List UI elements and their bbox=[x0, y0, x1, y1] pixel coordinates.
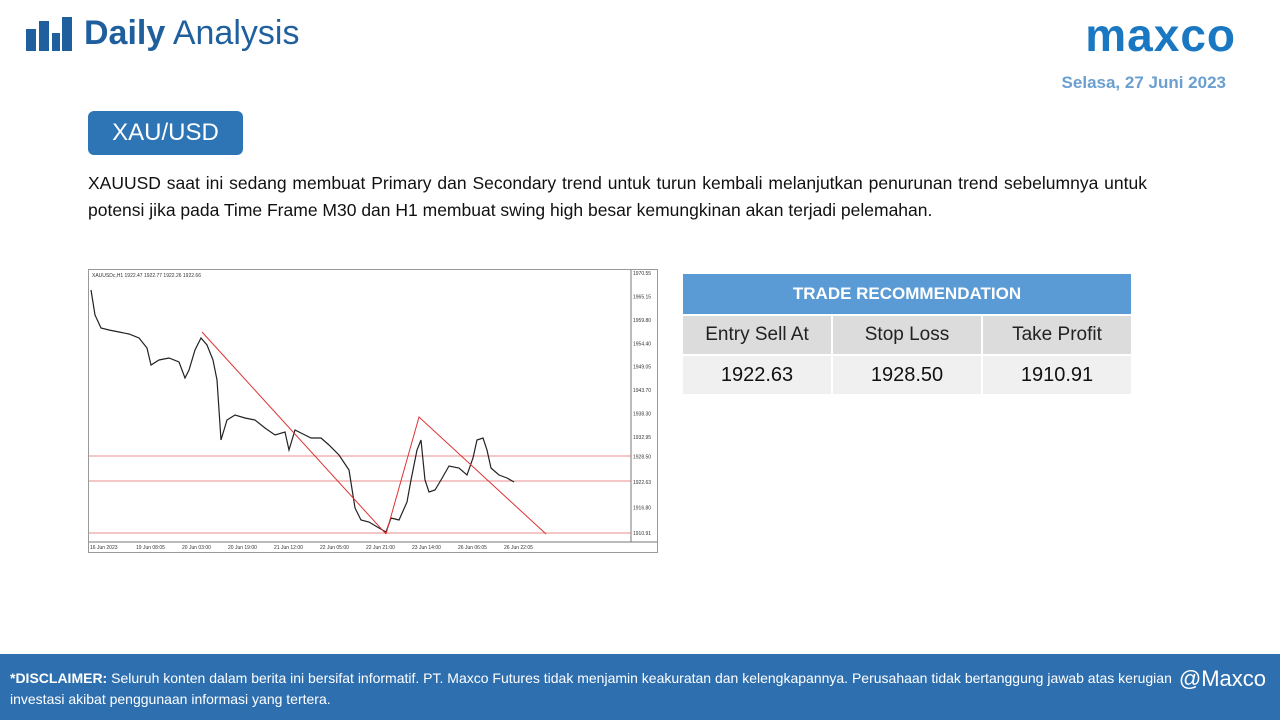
date: Selasa, 27 Juni 2023 bbox=[1061, 73, 1226, 92]
price-label: 1928.50 bbox=[633, 454, 651, 460]
header-title: Daily Analysis bbox=[84, 14, 299, 53]
section-tag: XAU/USD bbox=[88, 111, 243, 155]
price-label: 1943.70 bbox=[633, 388, 651, 394]
trend-line bbox=[385, 416, 547, 535]
price-label: 1932.95 bbox=[633, 435, 651, 441]
footer: *DISCLAIMER: Seluruh konten dalam berita… bbox=[0, 654, 1280, 720]
price-chart: XAUUSDc,H1 1922.47 1922.77 1922.26 1922.… bbox=[88, 269, 658, 553]
time-label: 20 Jun 03:00 bbox=[182, 545, 211, 551]
time-label: 22 Jun 05:00 bbox=[320, 545, 349, 551]
logo-icon bbox=[26, 17, 72, 51]
table-value: 1928.50 bbox=[831, 354, 983, 396]
disclaimer-label: *DISCLAIMER: bbox=[10, 670, 108, 686]
price-label: 1970.55 bbox=[633, 271, 651, 277]
paragraph: XAUUSD saat ini sedang membuat Primary d… bbox=[88, 173, 1147, 220]
price-path bbox=[90, 289, 515, 533]
chart-caption: XAUUSDc,H1 1922.47 1922.77 1922.26 1922.… bbox=[92, 273, 201, 279]
table-header: Stop Loss bbox=[831, 314, 983, 356]
price-label: 1910.91 bbox=[633, 531, 651, 537]
time-label: 20 Jun 19:00 bbox=[228, 545, 257, 551]
price-label: 1916.80 bbox=[633, 505, 651, 511]
disclaimer-text: Seluruh konten dalam berita ini bersifat… bbox=[10, 670, 1172, 707]
table-title: TRADE RECOMMENDATION bbox=[681, 272, 1133, 316]
table-value: 1922.63 bbox=[681, 354, 833, 396]
price-label: 1949.05 bbox=[633, 365, 651, 371]
time-label: 19 Jun 08:05 bbox=[136, 545, 165, 551]
title-bold: Daily bbox=[84, 14, 166, 52]
time-label: 23 Jun 14:00 bbox=[412, 545, 441, 551]
time-label: 16 Jun 2023 bbox=[90, 545, 118, 551]
social-handle: @Maxco bbox=[1178, 666, 1266, 691]
trade-table: TRADE RECOMMENDATION Entry Sell At Stop L… bbox=[681, 272, 1133, 396]
price-label: 1922.63 bbox=[633, 480, 651, 486]
time-label: 26 Jun 22:05 bbox=[504, 545, 533, 551]
price-label: 1965.15 bbox=[633, 295, 651, 301]
table-header: Entry Sell At bbox=[681, 314, 833, 356]
price-label: 1954.40 bbox=[633, 341, 651, 347]
trend-line bbox=[201, 331, 387, 535]
table-header: Take Profit bbox=[981, 314, 1133, 356]
time-label: 21 Jun 12:00 bbox=[274, 545, 303, 551]
brand: maxco bbox=[1085, 9, 1236, 61]
title-rest: Analysis bbox=[172, 14, 300, 52]
price-label: 1959.80 bbox=[633, 318, 651, 324]
disclaimer: *DISCLAIMER: Seluruh konten dalam berita… bbox=[10, 668, 1230, 710]
table-value: 1910.91 bbox=[981, 354, 1133, 396]
time-label: 26 Jun 06:05 bbox=[458, 545, 487, 551]
time-label: 22 Jun 21:00 bbox=[366, 545, 395, 551]
price-label: 1938.30 bbox=[633, 412, 651, 418]
